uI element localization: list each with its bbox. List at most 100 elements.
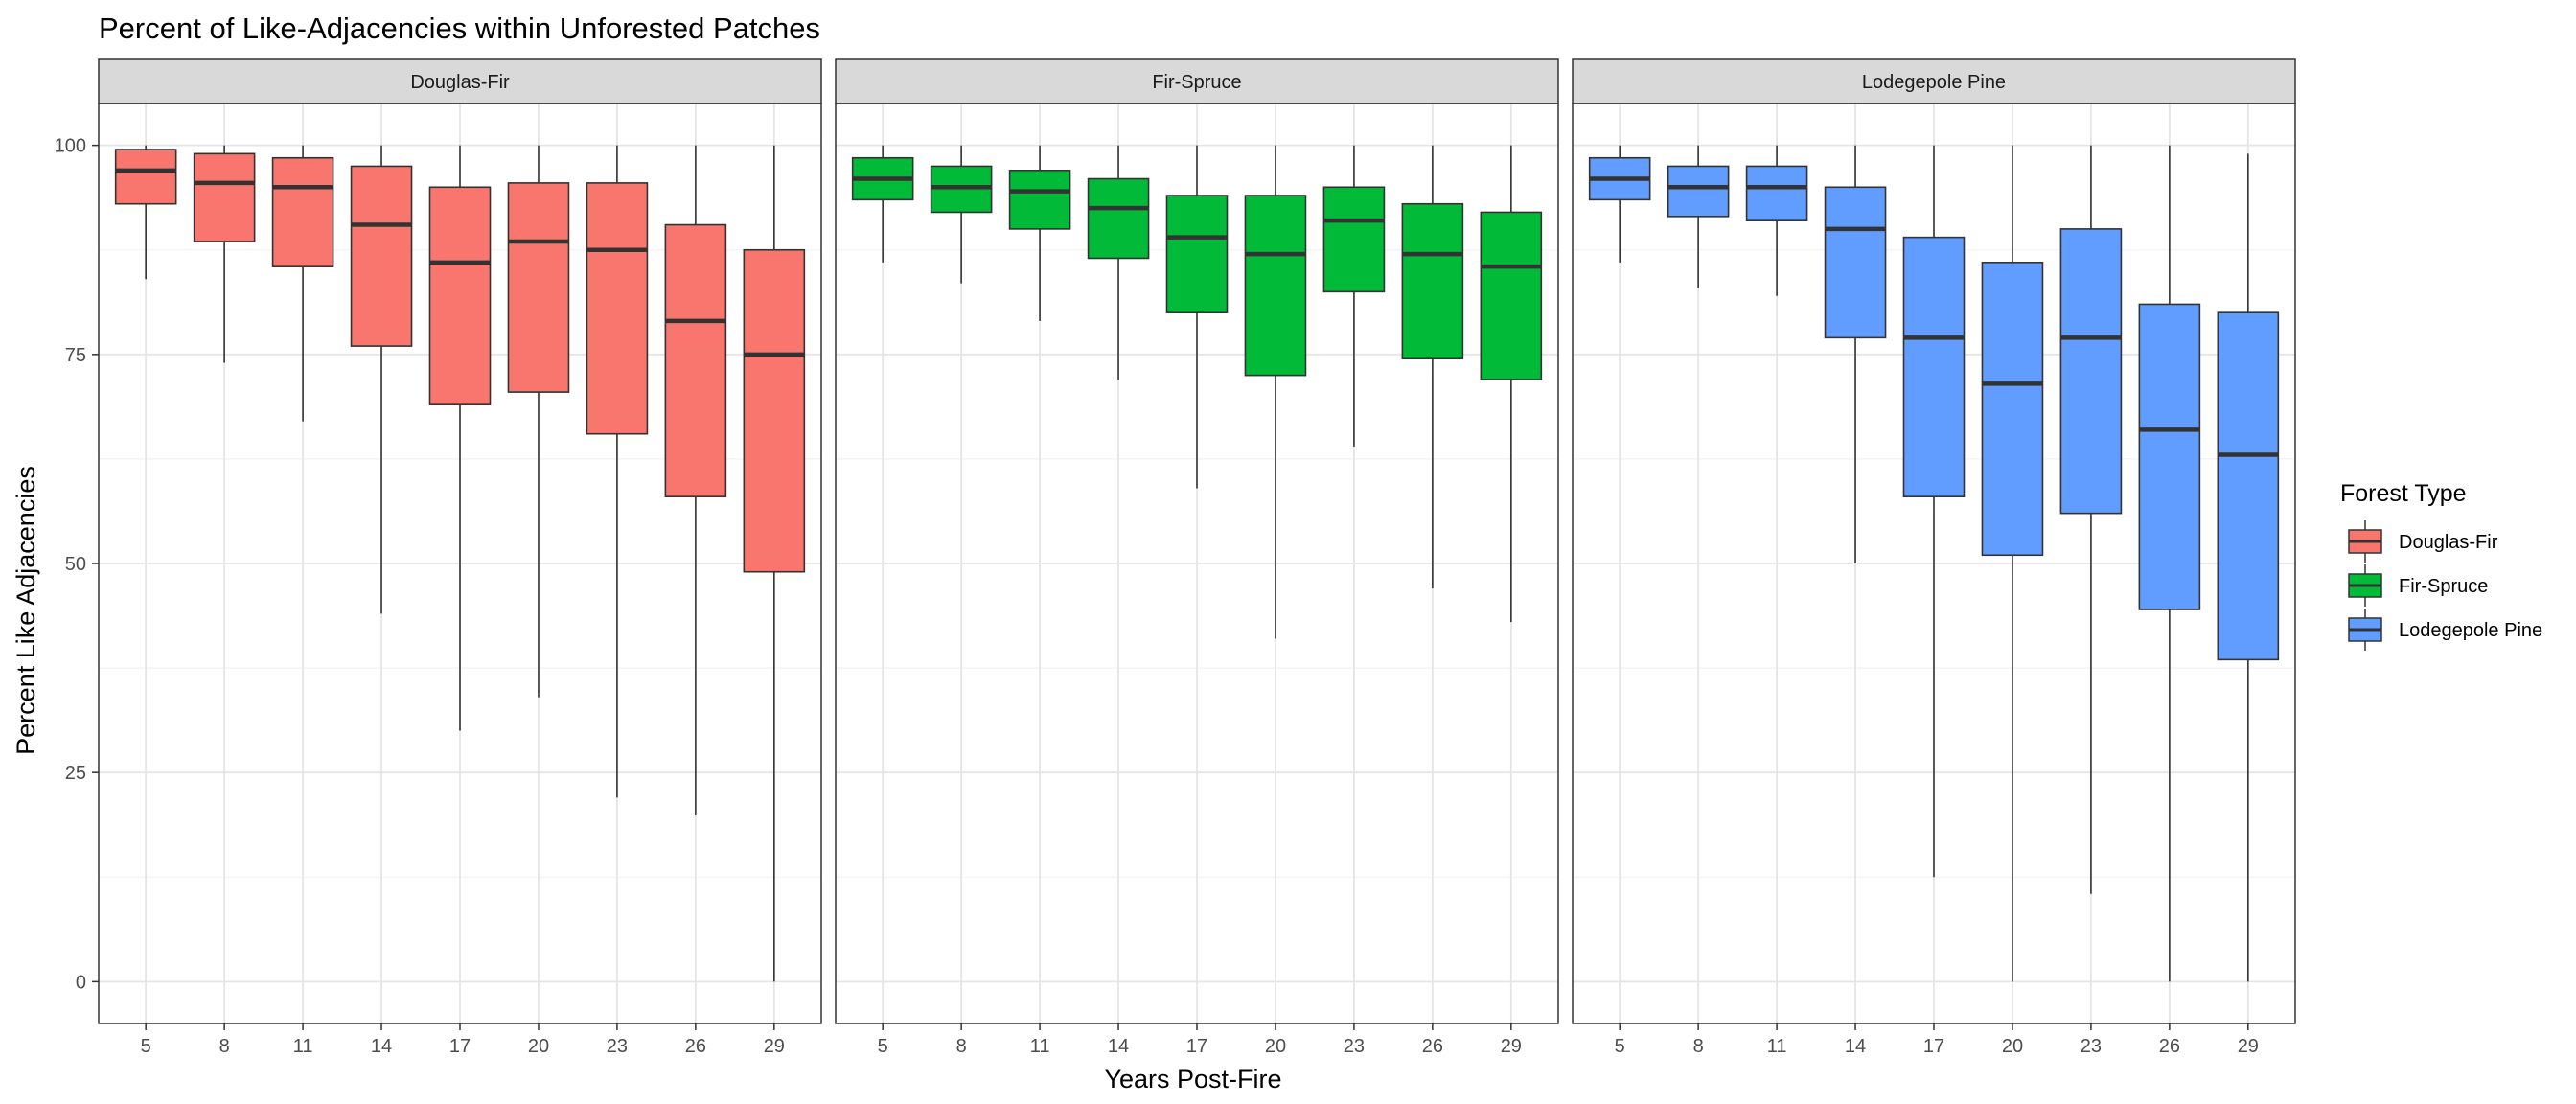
facet-panels: Douglas-Fir Fir-Spruce Lodegepole Pine bbox=[98, 58, 2296, 1024]
x-tick-label: 20 bbox=[1265, 1036, 1286, 1057]
y-tick-label: 50 bbox=[65, 554, 86, 575]
box-iqr bbox=[1480, 211, 1543, 380]
legend: Forest Type Douglas-Fir Fir-Spruce Lodegep… bbox=[2340, 480, 2542, 651]
box-14 bbox=[1087, 145, 1150, 380]
box-iqr bbox=[2138, 303, 2201, 610]
box-iqr bbox=[586, 182, 649, 435]
x-tick-label: 17 bbox=[1923, 1036, 1944, 1057]
box-iqr bbox=[1902, 236, 1966, 497]
x-tick-label: 14 bbox=[1845, 1036, 1866, 1057]
box-14 bbox=[1824, 145, 1887, 564]
box-17 bbox=[1902, 145, 1966, 878]
x-tick-label: 17 bbox=[449, 1036, 471, 1057]
box-iqr bbox=[428, 186, 492, 405]
box-23 bbox=[1322, 145, 1386, 447]
facet-panel: Douglas-Fir bbox=[98, 58, 822, 1024]
box-iqr bbox=[1165, 195, 1229, 313]
box-iqr bbox=[350, 165, 413, 347]
legend-label: Lodegepole Pine bbox=[2399, 620, 2542, 641]
x-axis: 5 8 11 14 17 20 23 26 29 5 8 11 14 17 20 23 26 29 5 8 11 14 17… bbox=[141, 1024, 2259, 1057]
box-11 bbox=[1745, 145, 1808, 296]
box-26 bbox=[2138, 145, 2201, 982]
x-tick-label: 23 bbox=[607, 1036, 628, 1057]
x-tick-label: 14 bbox=[1108, 1036, 1129, 1057]
box-20 bbox=[1244, 145, 1307, 639]
legend-label: Douglas-Fir bbox=[2399, 532, 2498, 553]
box-26 bbox=[1401, 145, 1464, 589]
box-iqr bbox=[1322, 186, 1386, 293]
box-20 bbox=[507, 145, 570, 698]
facet-strip bbox=[835, 58, 1559, 104]
box-iqr bbox=[1244, 195, 1307, 377]
box-iqr bbox=[1667, 165, 1730, 218]
x-tick-label: 8 bbox=[219, 1036, 230, 1057]
box-iqr bbox=[507, 182, 570, 393]
box-iqr bbox=[743, 248, 806, 573]
facet-panel: Fir-Spruce bbox=[835, 58, 1559, 1024]
x-tick-label: 14 bbox=[371, 1036, 392, 1057]
box-29 bbox=[2217, 153, 2280, 982]
box-iqr bbox=[1087, 177, 1150, 260]
box-iqr bbox=[2217, 311, 2280, 661]
x-tick-label: 29 bbox=[1501, 1036, 1522, 1057]
box-5 bbox=[1588, 145, 1651, 263]
box-5 bbox=[114, 145, 177, 280]
box-11 bbox=[1008, 145, 1071, 321]
box-iqr bbox=[271, 156, 334, 267]
x-tick-label: 5 bbox=[1615, 1036, 1625, 1057]
box-iqr bbox=[664, 223, 727, 497]
x-tick-label: 23 bbox=[1344, 1036, 1365, 1057]
facet-strip-label: Douglas-Fir bbox=[410, 72, 510, 93]
legend-title: Forest Type bbox=[2340, 480, 2467, 507]
x-tick-label: 29 bbox=[764, 1036, 785, 1057]
box-8 bbox=[1667, 145, 1730, 288]
facet-strip-label: Lodegepole Pine bbox=[1862, 72, 2006, 93]
y-tick-label: 100 bbox=[55, 136, 86, 157]
y-tick-label: 0 bbox=[76, 972, 86, 993]
box-iqr bbox=[2059, 228, 2123, 515]
x-tick-label: 8 bbox=[1693, 1036, 1704, 1057]
box-29 bbox=[1480, 145, 1543, 623]
box-14 bbox=[350, 145, 413, 614]
x-tick-label: 26 bbox=[1422, 1036, 1443, 1057]
box-iqr bbox=[1745, 165, 1808, 221]
x-tick-label: 5 bbox=[141, 1036, 151, 1057]
box-iqr bbox=[1008, 170, 1071, 230]
x-tick-label: 11 bbox=[1030, 1036, 1050, 1057]
y-tick-label: 25 bbox=[65, 763, 86, 784]
x-tick-label: 11 bbox=[1767, 1036, 1787, 1057]
y-tick-label: 75 bbox=[65, 345, 86, 366]
facet-panel: Lodegepole Pine bbox=[1572, 58, 2296, 1024]
box-26 bbox=[664, 145, 727, 815]
box-iqr bbox=[1981, 262, 2044, 557]
x-tick-label: 20 bbox=[2002, 1036, 2023, 1057]
box-20 bbox=[1981, 145, 2044, 982]
box-5 bbox=[851, 145, 914, 263]
x-tick-label: 20 bbox=[528, 1036, 549, 1057]
x-tick-label: 17 bbox=[1186, 1036, 1208, 1057]
x-tick-label: 26 bbox=[2159, 1036, 2180, 1057]
chart-title: Percent of Like-Adjacencies within Unfor… bbox=[99, 12, 820, 45]
box-17 bbox=[428, 145, 492, 731]
facet-strip bbox=[98, 58, 822, 104]
box-iqr bbox=[1401, 202, 1464, 359]
box-23 bbox=[586, 145, 649, 798]
box-17 bbox=[1165, 145, 1229, 489]
box-8 bbox=[930, 145, 993, 284]
x-axis-title: Years Post-Fire bbox=[1104, 1065, 1281, 1093]
legend-item: Douglas-Fir bbox=[2344, 520, 2498, 563]
x-tick-label: 5 bbox=[878, 1036, 888, 1057]
box-iqr bbox=[114, 149, 177, 205]
box-29 bbox=[743, 145, 806, 982]
x-tick-label: 29 bbox=[2238, 1036, 2259, 1057]
box-11 bbox=[271, 145, 334, 422]
facet-strip bbox=[1572, 58, 2296, 104]
legend-label: Fir-Spruce bbox=[2399, 576, 2488, 597]
x-tick-label: 26 bbox=[685, 1036, 706, 1057]
legend-item: Lodegepole Pine bbox=[2344, 609, 2542, 651]
x-tick-label: 8 bbox=[956, 1036, 967, 1057]
y-axis-title: Percent Like Adjacencies bbox=[12, 466, 40, 755]
box-23 bbox=[2059, 145, 2123, 894]
legend-item: Fir-Spruce bbox=[2344, 564, 2488, 607]
